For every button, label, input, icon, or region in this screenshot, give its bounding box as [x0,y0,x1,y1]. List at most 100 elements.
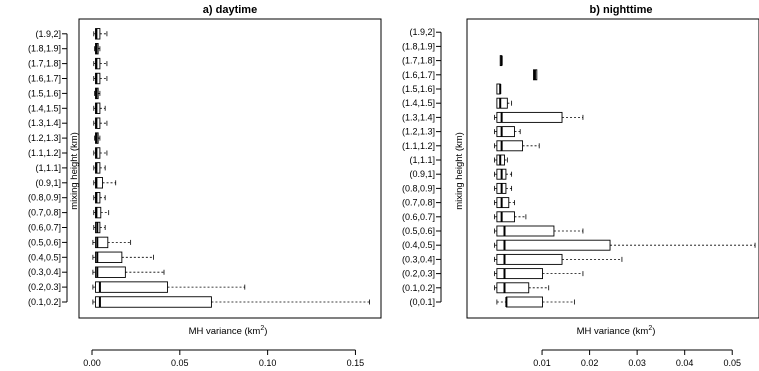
box-(0.9,1] [494,168,513,180]
box-iqr [496,97,508,109]
x-axis-label-daytime-end: ) [264,326,267,337]
box-(1.4,1.5] [93,102,106,115]
y-tick-label: (0.9,1] [409,169,435,179]
box-(1.5,1.6] [496,83,502,95]
y-tick-label: (0.7,0.8] [28,208,61,218]
box-(1.4,1.5] [496,97,513,109]
y-tick-label: (1.6,1.7] [402,70,435,80]
box-(1,1.1] [93,162,106,174]
box-(0.8,0.9] [494,182,513,194]
y-tick-label: (1.4,1.5] [402,98,435,108]
boxes-nighttime [494,55,756,308]
x-axis-label-daytime-main: MH variance (km [189,326,261,337]
y-tick-label: (0,0.1] [409,297,435,307]
box-iqr [95,266,126,278]
y-tick-label: (1.7,1.8] [28,59,61,69]
y-axis-label-nighttime: mixing height (km) [454,132,465,210]
y-tick-label: (0.4,0.5] [402,240,435,250]
box-iqr [505,296,543,308]
y-tick-label: (1,1.1] [409,155,435,165]
box-iqr [496,253,563,265]
box-(1.3,1.4] [494,111,584,123]
y-tick-label: (1.9,2] [35,29,61,39]
box-(0.2,0.3] [494,268,584,280]
x-tick-label: 0.00 [83,358,101,368]
x-tick-label: 0.10 [259,358,277,368]
y-tick-label: (1.3,1.4] [402,112,435,122]
y-tick-label: (1,1.1] [35,163,61,173]
x-axis-label-nighttime-sup: 2 [648,325,652,332]
x-axis-daytime: 0.00 0.05 0.10 0.15 [83,349,365,368]
x-tick-label: 0.03 [628,358,646,368]
box-iqr [496,111,563,123]
box-iqr [496,239,611,251]
box-iqr [95,281,168,293]
y-tick-label: (1.3,1.4] [28,118,61,128]
box-(1.1,1.2] [93,147,108,159]
box-(0.3,0.4] [92,266,165,278]
x-axis-label-daytime-sup: 2 [260,325,264,332]
y-tick-label: (0.3,0.4] [28,267,61,277]
x-axis-label-nighttime-main: MH variance (km [577,326,649,337]
box-(1.2,1.3] [94,132,101,144]
y-tick-label: (0.8,0.9] [28,193,61,203]
x-axis-label-nighttime: MH variance (km2) [577,325,656,337]
y-axis-nighttime: (0,0.1] (0.1,0.2] (0.2,0.3] (0.3,0.4] (0.4,0… [402,27,442,307]
y-tick-label: (1.1,1.2] [402,141,435,151]
x-tick-label: 0.15 [347,358,365,368]
y-tick-label: (0.7,0.8] [402,198,435,208]
box-(1.6,1.7] [93,72,108,85]
y-tick-label: (0.1,0.2] [28,297,61,307]
y-tick-label: (1.1,1.2] [28,148,61,158]
x-axis-label-nighttime-end: ) [652,326,655,337]
y-tick-label: (1.8,1.9] [402,41,435,51]
box-(0.6,0.7] [93,221,106,234]
box-(0.4,0.5] [92,251,154,264]
y-tick-label: (0.1,0.2] [402,283,435,293]
box-(0.6,0.7] [494,211,527,223]
box-iqr [496,197,510,209]
box-(0.9,1] [93,177,117,189]
y-tick-label: (0.4,0.5] [28,252,61,262]
y-tick-label: (0.8,0.9] [402,183,435,193]
box-(1.7,1.8] [93,57,108,70]
x-tick-label: 0.05 [723,358,741,368]
box-(0.1,0.2] [494,282,550,294]
y-tick-label: (0.2,0.3] [402,269,435,279]
plot-frame-daytime [78,18,382,319]
box-(1.8,1.9] [94,43,101,55]
box-(1.9,2] [93,28,108,40]
y-tick-label: (1.7,1.8] [402,56,435,66]
box-iqr [95,296,212,308]
x-tick-label: 0.04 [676,358,694,368]
y-tick-label: (1.4,1.5] [28,103,61,113]
panel-daytime: a) daytime mixing height (km) MH varianc… [28,4,382,368]
box-iqr [496,140,524,152]
y-axis-daytime: (0.1,0.2] (0.2,0.3] (0.3,0.4] (0.4,0.5] (0.5… [28,29,68,307]
y-tick-label: (0.6,0.7] [28,223,61,233]
y-tick-label: (1.2,1.3] [28,133,61,143]
box-(0.7,0.8] [93,206,110,219]
box-(1.2,1.3] [494,126,521,138]
boxes-daytime [92,28,370,308]
y-tick-label: (0.5,0.6] [28,237,61,247]
y-tick-label: (0.5,0.6] [402,226,435,236]
box-(1.1,1.2] [494,140,540,152]
y-tick-label: (1.5,1.6] [28,88,61,98]
box-(0.1,0.2] [92,296,370,308]
y-tick-label: (0.6,0.7] [402,212,435,222]
y-tick-label: (1.2,1.3] [402,127,435,137]
box-iqr [496,282,530,294]
chart-title-daytime: a) daytime [203,4,257,16]
y-tick-label: (1.8,1.9] [28,44,61,54]
box-(1.3,1.4] [93,117,108,129]
box-iqr [95,251,123,264]
y-tick-label: (1.9,2] [409,27,435,37]
y-tick-label: (1.5,1.6] [402,84,435,94]
x-tick-label: 0.05 [171,358,189,368]
x-tick-label: 0.01 [533,358,551,368]
box-(0.4,0.5] [494,239,756,251]
box-(0.7,0.8] [494,197,515,209]
y-tick-label: (0.9,1] [35,178,61,188]
y-axis-label-daytime: mixing height (km) [69,132,80,210]
